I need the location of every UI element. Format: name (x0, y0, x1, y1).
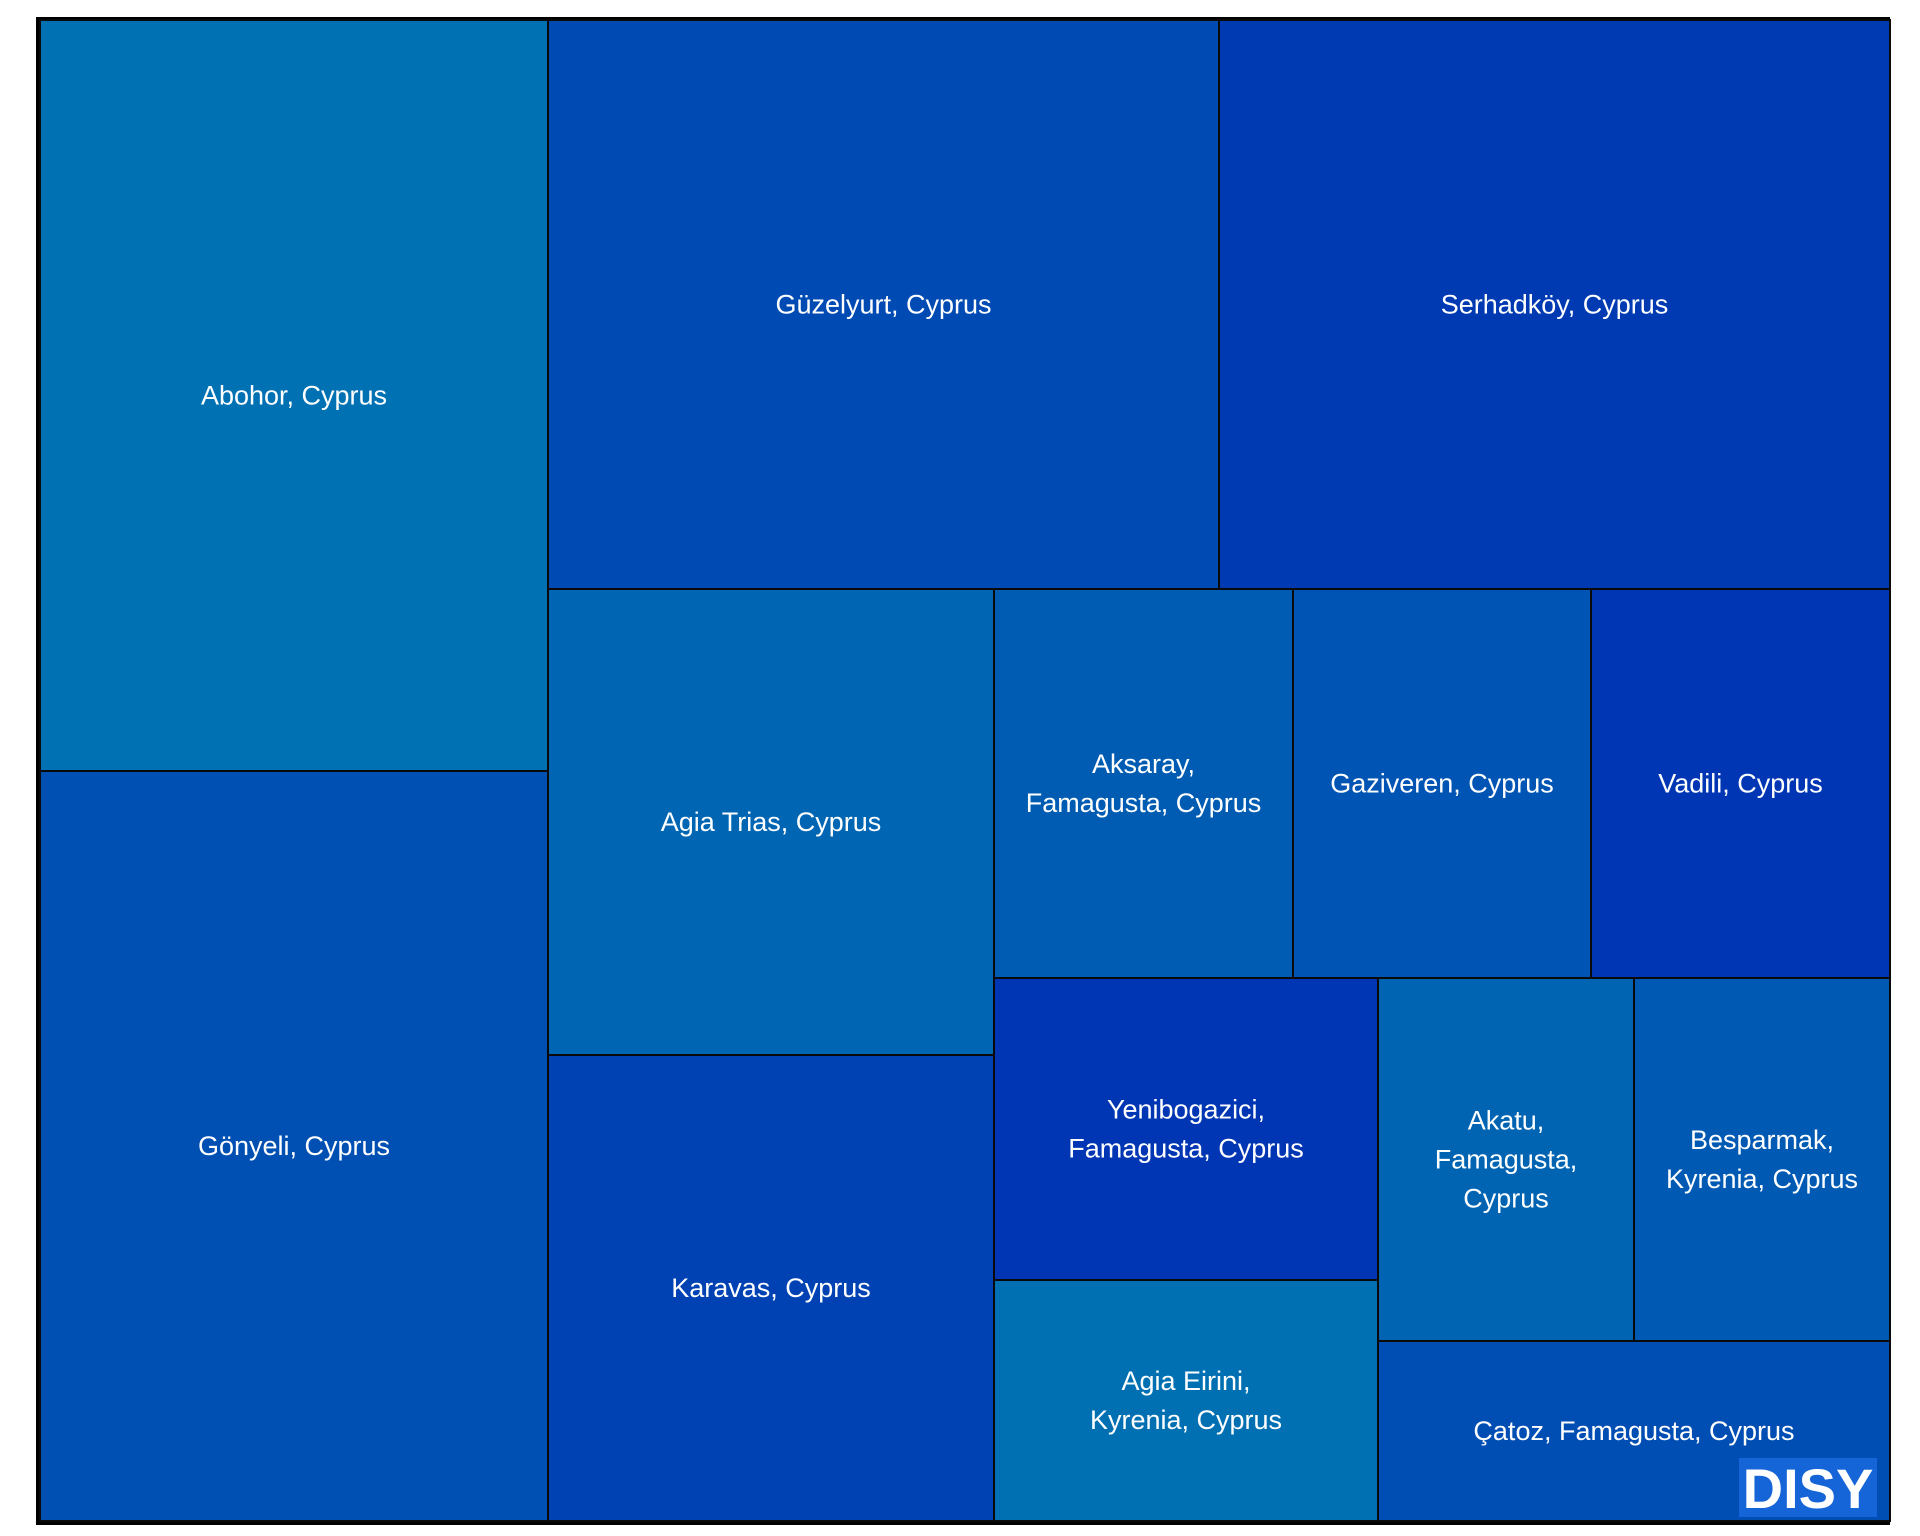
tile-gonyeli-cyprus[interactable] (39, 770, 549, 1522)
tile-label-vadili-cyprus: Vadili, Cyprus (1658, 769, 1823, 799)
tile-abohor-cyprus[interactable] (39, 19, 549, 772)
tile-label-catoz-famagusta-cyprus: Çatoz, Famagusta, Cyprus (1473, 1416, 1794, 1446)
tile-label-guzelyurt-cyprus: Güzelyurt, Cyprus (775, 290, 991, 320)
treemap-tiles: Abohor, Cyprus Gönyeli, Cyprus Güzelyurt, … (39, 19, 1891, 1522)
tile-label-akatu-famagusta-cyprus: Akatu, Famagusta, Cyprus (1435, 1106, 1578, 1214)
tile-label-karavas-cyprus: Karavas, Cyprus (671, 1273, 871, 1303)
tile-label-serhadkoy-cyprus: Serhadköy, Cyprus (1441, 290, 1669, 320)
tile-label-agia-eirini-kyrenia-cyprus: Agia Eirini, Kyrenia, Cyprus (1090, 1366, 1282, 1435)
tile-karavas-cyprus[interactable] (547, 1054, 995, 1522)
tile-agia-eirini-kyrenia-cyprus[interactable] (993, 1279, 1379, 1522)
disy-logo: DISY (1739, 1457, 1877, 1520)
disy-logo-background (1739, 1458, 1877, 1517)
tile-label-besparmak-kyrenia-cyprus: Besparmak, Kyrenia, Cyprus (1666, 1125, 1858, 1194)
tile-label-gonyeli-cyprus: Gönyeli, Cyprus (198, 1131, 390, 1161)
tile-label-yenibogazici-famagusta-cyprus: Yenibogazici, Famagusta, Cyprus (1068, 1095, 1304, 1164)
tile-besparmak-kyrenia-cyprus[interactable] (1633, 977, 1891, 1342)
tile-aksaray-famagusta-cyprus[interactable] (993, 588, 1294, 979)
tile-yenibogazici-famagusta-cyprus[interactable] (993, 977, 1379, 1281)
tile-guzelyurt-cyprus[interactable] (547, 19, 1220, 590)
tile-serhadkoy-cyprus[interactable] (1218, 19, 1891, 590)
tile-gaziveren-cyprus[interactable] (1292, 588, 1592, 979)
disy-logo-text: DISY (1743, 1457, 1874, 1520)
tile-label-gaziveren-cyprus: Gaziveren, Cyprus (1330, 769, 1554, 799)
tile-label-abohor-cyprus: Abohor, Cyprus (201, 381, 387, 411)
tile-label-agia-trias-cyprus: Agia Trias, Cyprus (661, 807, 882, 837)
tile-label-aksaray-famagusta-cyprus: Aksaray, Famagusta, Cyprus (1026, 749, 1262, 818)
tile-akatu-famagusta-cyprus[interactable] (1377, 977, 1635, 1342)
tile-vadili-cyprus[interactable] (1590, 588, 1891, 979)
